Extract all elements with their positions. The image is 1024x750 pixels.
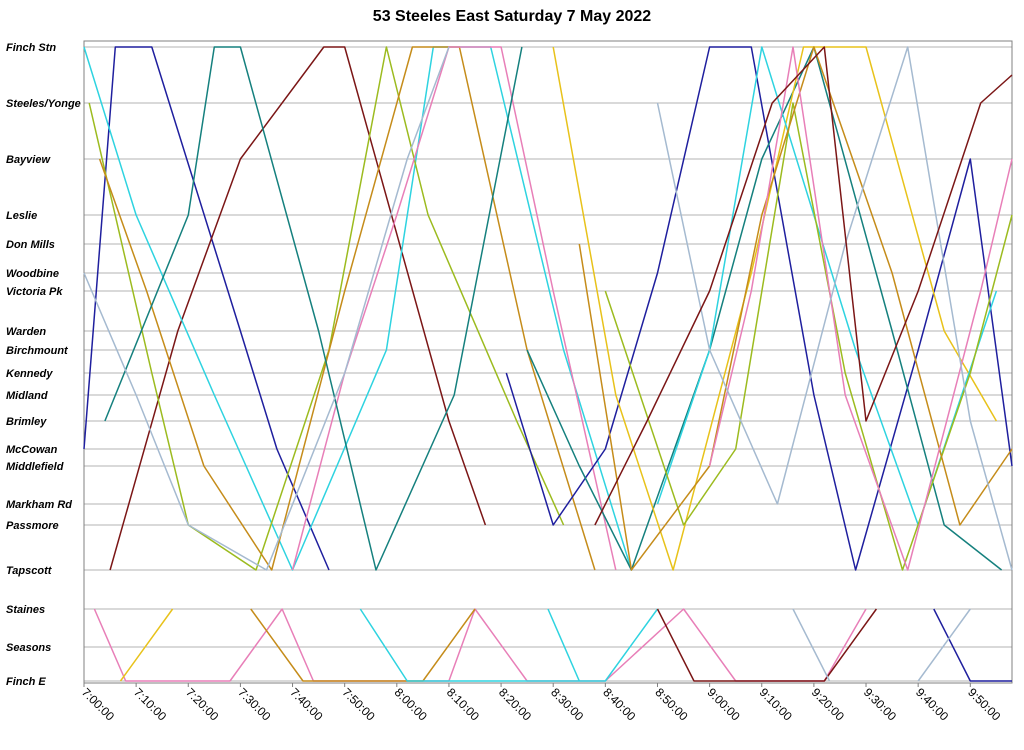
x-tick-labels: 7:00:00 7:10:00 7:20:00 7:30:00 7:40:00 7:50:… bbox=[79, 683, 1004, 724]
vehicle-trip-line bbox=[656, 46, 998, 526]
x-tick-label: 7:40:00 bbox=[287, 685, 325, 723]
vehicle-trip-line bbox=[250, 608, 476, 682]
x-tick-label: 9:00:00 bbox=[704, 685, 742, 723]
stop-label: Victoria Pk bbox=[6, 286, 63, 298]
stop-label: Staines bbox=[6, 604, 45, 616]
vehicle-trip-line bbox=[708, 46, 1013, 571]
x-tick-label: 9:30:00 bbox=[861, 685, 899, 723]
x-tick-label: 7:20:00 bbox=[183, 685, 221, 723]
vehicle-trip-line bbox=[594, 46, 1013, 526]
stop-labels: Finch Stn Steeles/Yonge Bayview Leslie Don M… bbox=[6, 42, 81, 688]
x-tick-label: 9:40:00 bbox=[913, 685, 951, 723]
vehicle-trip-line bbox=[933, 608, 1012, 682]
vehicle-trip-line bbox=[547, 608, 580, 682]
stop-label: Midland bbox=[6, 390, 48, 402]
vehicle-trip-line bbox=[505, 46, 1013, 571]
stop-label: Middlefield bbox=[6, 461, 64, 473]
stop-label: Woodbine bbox=[6, 268, 59, 280]
vehicle-trip-line bbox=[359, 608, 659, 682]
x-tick-label: 8:30:00 bbox=[548, 685, 586, 723]
x-tick-label: 7:00:00 bbox=[79, 685, 117, 723]
vehicle-trip-line bbox=[792, 608, 831, 682]
vehicle-trip-line bbox=[578, 46, 1013, 571]
stop-label: Leslie bbox=[6, 210, 37, 222]
vehicle-trip-line bbox=[917, 608, 971, 682]
x-tick-label: 7:30:00 bbox=[235, 685, 273, 723]
vehicle-trip-line bbox=[98, 46, 596, 571]
x-tick-label: 9:50:00 bbox=[965, 685, 1003, 723]
x-tick-label: 7:50:00 bbox=[340, 685, 378, 723]
x-tick-label: 8:10:00 bbox=[444, 685, 482, 723]
stop-label: Birchmount bbox=[6, 345, 69, 357]
vehicle-trip-line bbox=[93, 608, 867, 682]
gridlines bbox=[84, 46, 1012, 682]
stop-label: Brimley bbox=[6, 416, 47, 428]
x-tick-label: 8:20:00 bbox=[496, 685, 534, 723]
stop-label: Finch E bbox=[6, 676, 46, 688]
stop-label: Markham Rd bbox=[6, 499, 72, 511]
stop-label: Finch Stn bbox=[6, 42, 56, 54]
x-tick-label: 7:10:00 bbox=[131, 685, 169, 723]
stop-label: Passmore bbox=[6, 520, 59, 532]
plot-frame bbox=[83, 40, 1013, 684]
stop-label: Warden bbox=[6, 326, 46, 338]
x-tick-label: 9:10:00 bbox=[757, 685, 795, 723]
vehicle-trip-line bbox=[526, 46, 1003, 571]
stop-label: Bayview bbox=[6, 154, 51, 166]
vehicle-trip-line bbox=[83, 46, 633, 571]
stop-label: Don Mills bbox=[6, 239, 55, 251]
vehicle-trip-line bbox=[656, 46, 1013, 571]
stop-label: Kennedy bbox=[6, 368, 53, 380]
vehicle-trip-line bbox=[552, 46, 998, 571]
stop-label: McCowan bbox=[6, 444, 58, 456]
vehicle-trip-line bbox=[83, 46, 330, 571]
stop-label: Tapscott bbox=[6, 565, 53, 577]
stop-label: Seasons bbox=[6, 642, 51, 654]
x-tick-label: 8:40:00 bbox=[600, 685, 638, 723]
x-tick-label: 9:20:00 bbox=[809, 685, 847, 723]
vehicle-trip-line bbox=[604, 102, 1013, 571]
series-layer bbox=[83, 46, 1013, 682]
chart-title: 53 Steeles East Saturday 7 May 2022 bbox=[372, 8, 652, 25]
vehicle-trip-line bbox=[83, 46, 450, 571]
x-tick-label: 8:00:00 bbox=[392, 685, 430, 723]
stop-label: Steeles/Yonge bbox=[6, 98, 81, 110]
vehicle-trip-line bbox=[109, 46, 487, 571]
vehicle-trip-line bbox=[656, 608, 878, 682]
vehicle-trip-line bbox=[104, 46, 523, 571]
vehicle-trip-line bbox=[119, 608, 174, 682]
x-tick-label: 8:50:00 bbox=[652, 685, 690, 723]
